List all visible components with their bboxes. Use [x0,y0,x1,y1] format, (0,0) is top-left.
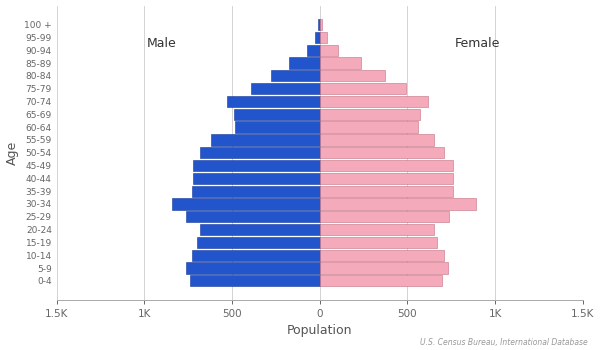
Bar [320,70,385,82]
Bar [320,96,428,107]
Bar [320,108,419,120]
Bar [193,173,320,184]
Bar [307,44,320,56]
Bar [251,83,320,94]
Bar [200,147,320,158]
Bar [320,250,444,261]
Bar [315,32,320,43]
Bar [320,134,434,146]
Bar [271,70,320,82]
Bar [318,19,320,30]
Bar [200,224,320,235]
Bar [191,186,320,197]
Bar [320,262,448,274]
Bar [320,237,437,248]
Bar [320,147,444,158]
Bar [191,250,320,261]
Bar [320,121,418,133]
Bar [320,160,453,171]
Bar [190,275,320,287]
Bar [193,160,320,171]
Text: Female: Female [455,37,500,50]
Bar [172,198,320,210]
Bar [320,19,322,30]
Bar [227,96,320,107]
Bar [320,198,476,210]
Bar [320,83,406,94]
Bar [187,262,320,274]
Bar [211,134,320,146]
Bar [197,237,320,248]
Bar [320,32,327,43]
Bar [320,211,449,222]
Bar [320,44,338,56]
Text: Male: Male [147,37,177,50]
Bar [235,121,320,133]
Bar [320,275,442,287]
X-axis label: Population: Population [287,324,352,337]
Bar [320,224,434,235]
Bar [234,108,320,120]
Bar [320,173,453,184]
Bar [187,211,320,222]
Text: U.S. Census Bureau, International Database: U.S. Census Bureau, International Databa… [420,337,588,346]
Y-axis label: Age: Age [5,141,19,165]
Bar [320,57,361,69]
Bar [320,186,453,197]
Bar [289,57,320,69]
